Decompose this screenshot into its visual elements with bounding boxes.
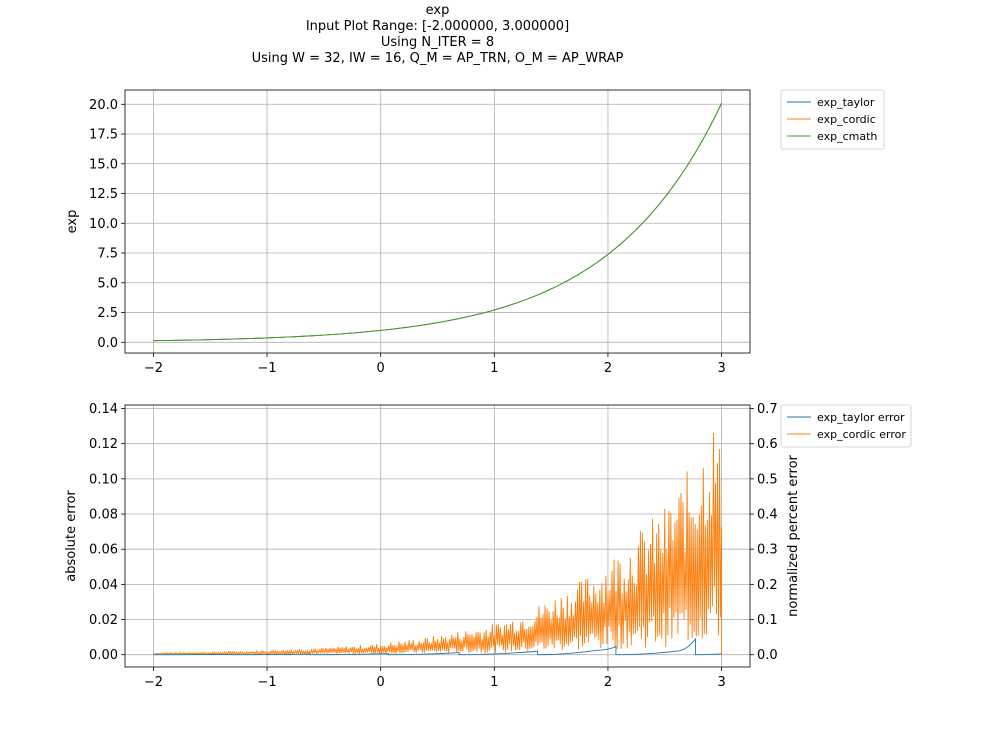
top-plot: −2 −1 0 1 2 3 0.0 2.5 5.0 7.5 10.0 12.5 15.0 17.5 20.0… [65,89,885,376]
y-right-tick-label: 0.0 [757,648,778,663]
y-tick-label: 0.04 [89,578,118,593]
title-line-3: Using N_ITER = 8 [380,35,495,50]
y-axis-label: exp [65,210,80,234]
y-tick-label: 0.12 [89,437,118,452]
legend-label: exp_cordic [817,113,876,126]
y-right-tick-label: 0.5 [757,472,778,487]
y-tick-label: 0.02 [89,613,118,628]
y-tick-label: 5.0 [97,276,118,291]
series-line-exp-cordic-error [153,433,723,657]
y-tick-label: 0.0 [97,336,118,351]
x-tick-label: −2 [144,361,163,376]
series-line-exp_taylor [153,103,722,342]
x-tick-label: −1 [257,675,276,690]
y-tick-label: 12.5 [89,187,118,202]
legend-label: exp_taylor [817,96,875,109]
y-tick-label: 20.0 [89,98,118,113]
legend-label: exp_taylor error [817,411,905,424]
y-right-tick-label: 0.1 [757,613,778,628]
y-tick-label: 0.14 [89,402,118,417]
x-tick-label: −1 [257,361,276,376]
x-tick-label: 0 [377,675,385,690]
x-tick-label: 3 [717,361,725,376]
y-right-tick-label: 0.3 [757,543,778,558]
title-line-2: Input Plot Range: [-2.000000, 3.000000] [305,19,570,34]
x-tick-label: 1 [490,361,498,376]
y-right-tick-label: 0.2 [757,578,778,593]
y-tick-label: 7.5 [97,247,118,262]
plot-frame [124,89,751,354]
y-tick-label: 0.08 [89,508,118,523]
legend-label: exp_cmath [817,130,877,143]
y-right-tick-label: 0.4 [757,508,778,523]
series-line-exp_cmath [153,103,722,342]
y-tick-label: 2.5 [97,306,118,321]
legend-box [780,89,885,150]
title-line-1: exp [425,3,450,18]
plot-frame [124,404,751,668]
x-tick-label: 2 [604,361,612,376]
y-tick-label: 0.00 [89,648,118,663]
y-tick-label: 10.0 [89,217,118,232]
x-tick-label: 0 [377,361,385,376]
x-tick-label: 2 [604,675,612,690]
y-right-tick-label: 0.7 [757,402,778,417]
y-tick-label: 0.06 [89,543,118,558]
x-tick-label: 1 [490,675,498,690]
series-line-exp_cordic [153,103,722,342]
title-line-4: Using W = 32, IW = 16, Q_M = AP_TRN, O_M… [251,51,624,66]
legend-label: exp_cordic error [817,428,906,441]
bottom-plot: −2 −1 0 1 2 3 0.00 0.02 0.04 0.06 0.08 0.10 0.12 0.14… [64,402,912,690]
y-tick-label: 17.5 [89,128,118,143]
y-right-tick-label: 0.6 [757,437,778,452]
y-tick-label: 15.0 [89,157,118,172]
y-axis-label: absolute error [64,490,79,582]
legend-box [780,404,912,448]
y-axis-label-right: normalized percent error [786,454,801,616]
series-line-exp-taylor-error [153,637,722,656]
x-tick-label: −2 [144,675,163,690]
x-tick-label: 3 [717,675,725,690]
y-tick-label: 0.10 [89,472,118,487]
